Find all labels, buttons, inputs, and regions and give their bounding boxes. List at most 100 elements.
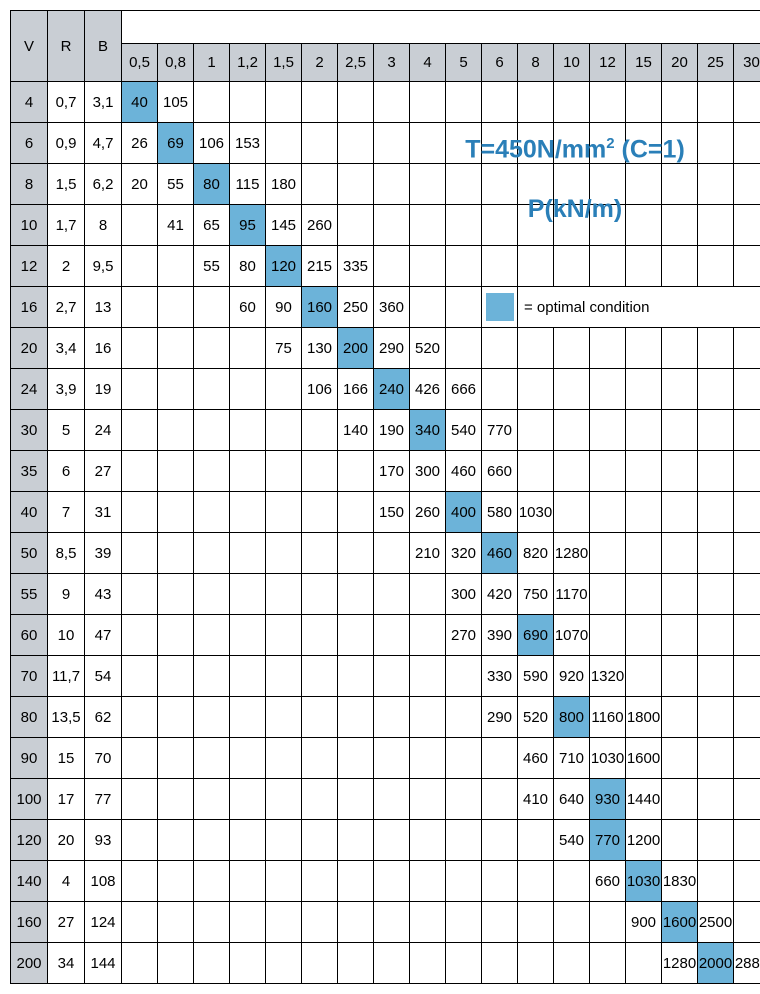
data-cell: [662, 369, 698, 410]
data-cell: [302, 861, 338, 902]
data-cell: 900: [626, 902, 662, 943]
data-cell: [590, 451, 626, 492]
data-cell: [338, 205, 374, 246]
data-cell: [338, 492, 374, 533]
row-B: 4,7: [85, 123, 122, 164]
col-header-B: B: [85, 11, 122, 82]
data-cell: 180: [266, 164, 302, 205]
data-cell: [338, 533, 374, 574]
data-cell: [266, 861, 302, 902]
data-cell: 290: [482, 697, 518, 738]
legend-swatch: [486, 293, 514, 321]
data-cell: 1030: [590, 738, 626, 779]
data-cell: [698, 410, 734, 451]
row-V: 120: [11, 820, 48, 861]
data-cell: 300: [410, 451, 446, 492]
data-cell: [734, 82, 760, 123]
data-cell: [194, 492, 230, 533]
data-cell: 80: [194, 164, 230, 205]
data-cell: [410, 164, 446, 205]
row-B: 62: [85, 697, 122, 738]
row-B: 47: [85, 615, 122, 656]
data-cell: [662, 82, 698, 123]
data-cell: [410, 82, 446, 123]
data-cell: [626, 246, 662, 287]
data-cell: [158, 410, 194, 451]
data-cell: [554, 410, 590, 451]
data-cell: [338, 615, 374, 656]
data-cell: [446, 820, 482, 861]
data-cell: [734, 656, 760, 697]
data-cell: [734, 328, 760, 369]
data-cell: [482, 779, 518, 820]
data-cell: [590, 328, 626, 369]
data-cell: [734, 123, 760, 164]
data-cell: [410, 943, 446, 984]
data-cell: [734, 205, 760, 246]
data-cell: [158, 615, 194, 656]
data-cell: [122, 943, 158, 984]
row-B: 3,1: [85, 82, 122, 123]
data-cell: [626, 164, 662, 205]
data-cell: [266, 943, 302, 984]
data-cell: [698, 738, 734, 779]
data-cell: [374, 615, 410, 656]
data-cell: 460: [446, 451, 482, 492]
data-cell: [266, 410, 302, 451]
data-cell: 930: [590, 779, 626, 820]
data-cell: [266, 779, 302, 820]
data-cell: [158, 574, 194, 615]
data-cell: 1070: [554, 615, 590, 656]
data-col-header: 25: [698, 44, 734, 82]
data-cell: 120: [266, 246, 302, 287]
row-B: 24: [85, 410, 122, 451]
data-cell: [122, 451, 158, 492]
data-cell: 520: [410, 328, 446, 369]
data-cell: [410, 123, 446, 164]
data-cell: [518, 123, 554, 164]
data-cell: 240: [374, 369, 410, 410]
data-cell: [590, 82, 626, 123]
data-cell: [590, 615, 626, 656]
data-cell: [626, 205, 662, 246]
data-cell: 60: [230, 287, 266, 328]
data-cell: [230, 697, 266, 738]
data-cell: 710: [554, 738, 590, 779]
data-cell: [446, 779, 482, 820]
data-cell: [590, 410, 626, 451]
row-B: 13: [85, 287, 122, 328]
data-cell: [482, 246, 518, 287]
data-cell: [230, 861, 266, 902]
data-cell: 820: [518, 533, 554, 574]
row-V: 90: [11, 738, 48, 779]
header-top-blank: [122, 11, 760, 44]
row-R: 0,9: [48, 123, 85, 164]
row-B: 77: [85, 779, 122, 820]
data-cell: 1830: [662, 861, 698, 902]
data-cell: 95: [230, 205, 266, 246]
data-cell: [374, 205, 410, 246]
data-cell: [734, 574, 760, 615]
data-cell: [158, 287, 194, 328]
data-cell: 660: [482, 451, 518, 492]
data-cell: 170: [374, 451, 410, 492]
row-V: 160: [11, 902, 48, 943]
data-cell: [626, 492, 662, 533]
data-cell: [446, 697, 482, 738]
data-cell: [446, 328, 482, 369]
data-cell: [230, 656, 266, 697]
data-cell: 1170: [554, 574, 590, 615]
data-cell: [590, 246, 626, 287]
data-cell: [410, 656, 446, 697]
data-cell: 1030: [518, 492, 554, 533]
data-cell: [266, 492, 302, 533]
data-cell: [230, 779, 266, 820]
data-cell: [410, 902, 446, 943]
data-cell: 80: [230, 246, 266, 287]
data-cell: 330: [482, 656, 518, 697]
row-V: 30: [11, 410, 48, 451]
data-cell: [698, 246, 734, 287]
data-cell: [698, 779, 734, 820]
data-cell: 300: [446, 574, 482, 615]
row-V: 50: [11, 533, 48, 574]
